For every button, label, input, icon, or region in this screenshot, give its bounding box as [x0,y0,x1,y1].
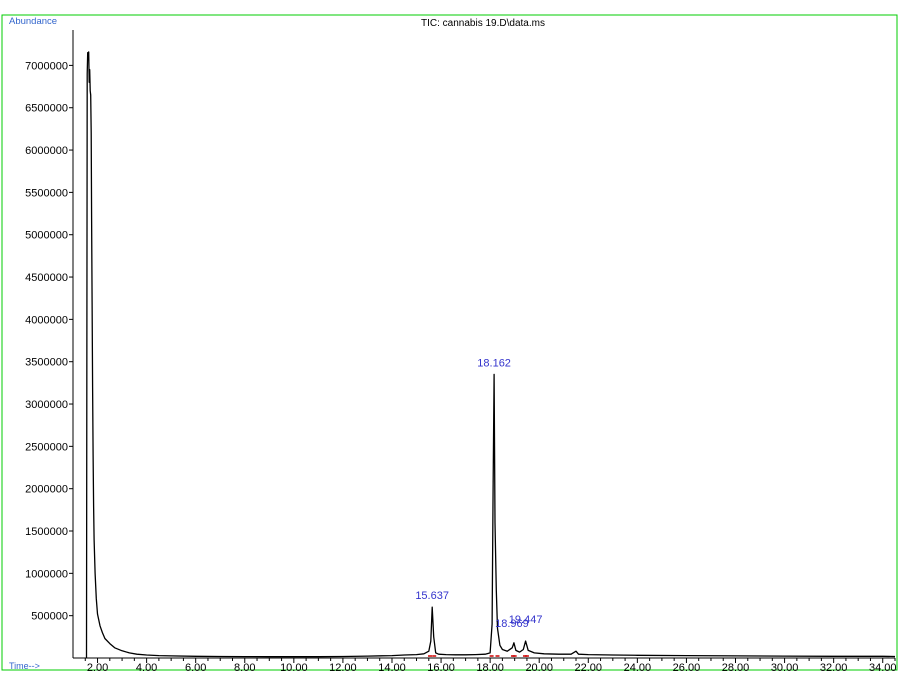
y-tick-label: 4000000 [25,314,68,326]
x-tick-label: 30.00 [771,662,799,672]
y-tick-label: 3000000 [25,399,68,411]
peak-label: 15.637 [415,590,449,602]
x-tick-label: 20.00 [525,662,553,672]
y-tick-label: 5000000 [25,230,68,242]
peak-label: 18.162 [477,357,511,369]
x-tick-label: 26.00 [673,662,701,672]
y-tick-label: 6500000 [25,103,68,115]
y-tick-label: 7000000 [25,60,68,72]
y-axis-ticks: 500000 1000000 1500000 2000000 2500000 300000… [25,60,73,623]
y-tick-label: 6000000 [25,145,68,157]
peak-label: 19.447 [509,614,543,626]
x-tick-label: 6.00 [185,662,206,672]
x-tick-label: 2.00 [87,662,108,672]
x-tick-label: 8.00 [234,662,255,672]
x-tick-label: 24.00 [624,662,652,672]
y-axis-label: Abundance [9,16,57,27]
x-tick-label: 18.00 [476,662,504,672]
chart-frame [1,14,898,671]
peak-label: 18.969 [495,618,529,630]
y-tick-label: 1000000 [25,568,68,580]
y-tick-label: 5500000 [25,187,68,199]
y-tick-label: 2000000 [25,484,68,496]
y-tick-label: 1500000 [25,526,68,538]
x-tick-label: 4.00 [136,662,157,672]
x-tick-label: 10.00 [280,662,308,672]
x-tick-label: 28.00 [722,662,750,672]
x-tick-label: 12.00 [329,662,357,672]
y-tick-label: 500000 [31,611,68,623]
chart-title: TIC: cannabis 19.D\data.ms [421,18,545,29]
x-axis-label: Time--> [9,661,40,671]
x-tick-label: 14.00 [378,662,406,672]
x-tick-label: 16.00 [427,662,455,672]
tic-trace-line [85,51,896,659]
y-tick-label: 3500000 [25,357,68,369]
x-tick-label: 34.00 [869,662,897,672]
x-axis-ticks: 2.00 4.00 6.00 8.00 10.00 12.00 14.00 16.00 18.0… [84,658,897,674]
x-tick-label: 22.00 [575,662,603,672]
x-tick-label: 32.00 [820,662,848,672]
y-tick-label: 2500000 [25,441,68,453]
y-tick-label: 4500000 [25,272,68,284]
